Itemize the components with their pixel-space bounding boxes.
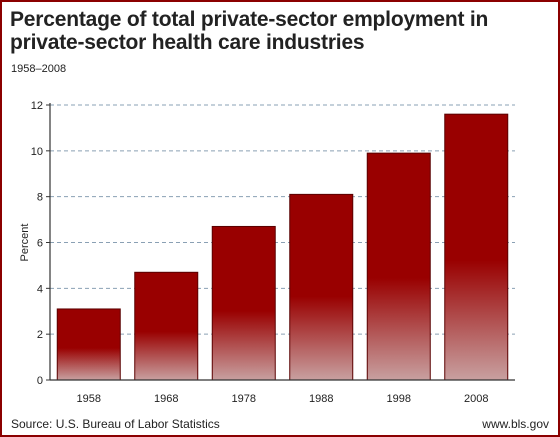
x-tick-label: 1968 bbox=[154, 393, 178, 405]
x-tick-label: 1988 bbox=[309, 393, 333, 405]
x-tick-label: 2008 bbox=[464, 393, 488, 405]
y-tick-label: 2 bbox=[37, 329, 43, 341]
x-tick-label: 1978 bbox=[232, 393, 256, 405]
source-note: Source: U.S. Bureau of Labor Statistics bbox=[11, 417, 220, 431]
chart-subtitle: 1958–2008 bbox=[11, 63, 67, 75]
chart-title: Percentage of total private-sector emplo… bbox=[10, 8, 489, 54]
axis-labels: 0 2 4 6 8 10 12 1958 1968 1978 1988 1998 2008 Percent bbox=[19, 100, 488, 405]
y-axis-label: Percent bbox=[19, 224, 31, 262]
axes bbox=[46, 103, 515, 381]
bar-1958 bbox=[56, 308, 121, 381]
y-tick-label: 8 bbox=[37, 192, 43, 204]
bar-1978 bbox=[211, 225, 276, 381]
bars bbox=[56, 113, 509, 381]
y-tick-label: 4 bbox=[37, 283, 43, 295]
x-tick-label: 1998 bbox=[387, 393, 411, 405]
y-tick-label: 0 bbox=[37, 375, 43, 387]
y-tick-label: 12 bbox=[31, 100, 43, 112]
bar-1988 bbox=[289, 193, 354, 381]
bar-2008 bbox=[444, 113, 509, 381]
bar-1968 bbox=[134, 271, 199, 381]
x-tick-label: 1958 bbox=[77, 393, 101, 405]
gridlines bbox=[50, 104, 515, 335]
y-tick-label: 6 bbox=[37, 238, 43, 250]
y-tick-label: 10 bbox=[31, 146, 43, 158]
website-link[interactable]: www.bls.gov bbox=[482, 417, 549, 431]
bar-1998 bbox=[366, 152, 431, 381]
